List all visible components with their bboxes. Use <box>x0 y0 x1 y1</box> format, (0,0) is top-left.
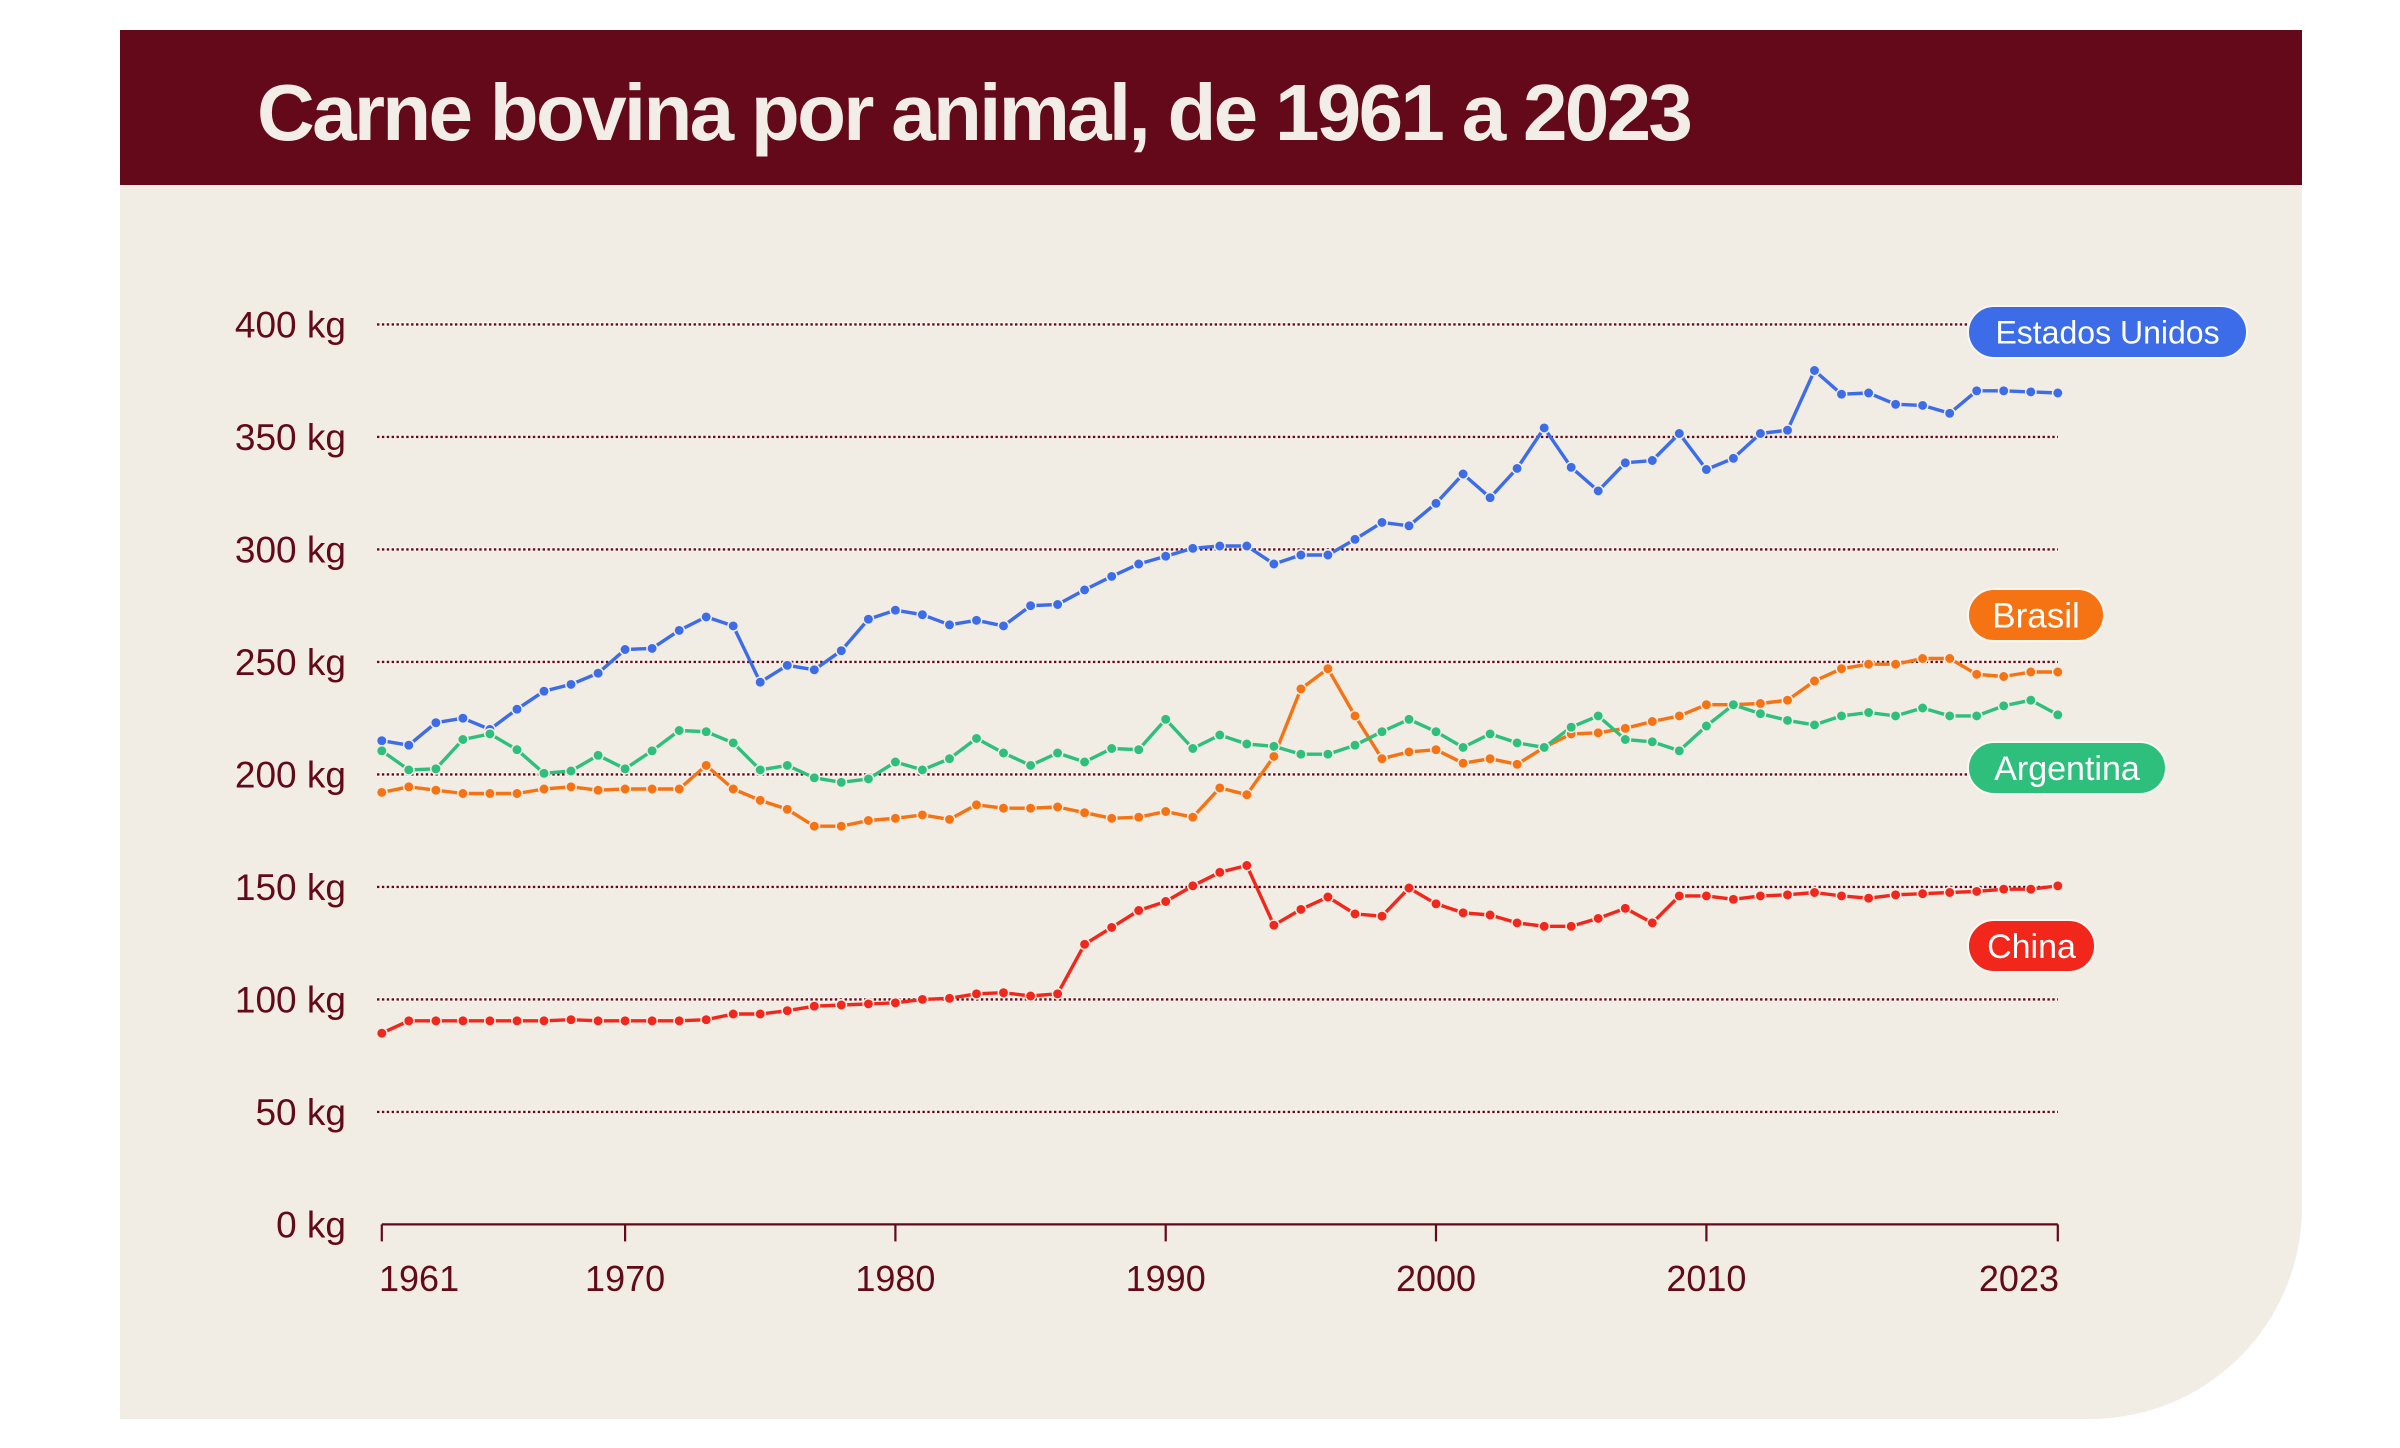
svg-text:250 kg: 250 kg <box>235 642 346 683</box>
svg-text:2023: 2023 <box>1979 1258 2059 1299</box>
svg-text:350 kg: 350 kg <box>235 417 346 458</box>
svg-text:200 kg: 200 kg <box>235 754 346 795</box>
svg-text:100 kg: 100 kg <box>235 979 346 1020</box>
svg-text:2010: 2010 <box>1666 1258 1746 1299</box>
svg-text:1961: 1961 <box>379 1258 459 1299</box>
svg-text:1970: 1970 <box>585 1258 665 1299</box>
svg-text:Argentina: Argentina <box>1994 750 2140 788</box>
svg-text:1980: 1980 <box>855 1258 935 1299</box>
svg-text:1990: 1990 <box>1126 1258 1206 1299</box>
svg-text:China: China <box>1987 928 2076 966</box>
svg-text:150 kg: 150 kg <box>235 867 346 908</box>
svg-text:400 kg: 400 kg <box>235 304 346 345</box>
svg-text:2000: 2000 <box>1396 1258 1476 1299</box>
svg-text:300 kg: 300 kg <box>235 529 346 570</box>
svg-text:Estados Unidos: Estados Unidos <box>1995 314 2219 350</box>
svg-text:0 kg: 0 kg <box>276 1204 346 1245</box>
svg-text:Brasil: Brasil <box>1992 596 2080 635</box>
svg-text:50 kg: 50 kg <box>255 1092 346 1133</box>
